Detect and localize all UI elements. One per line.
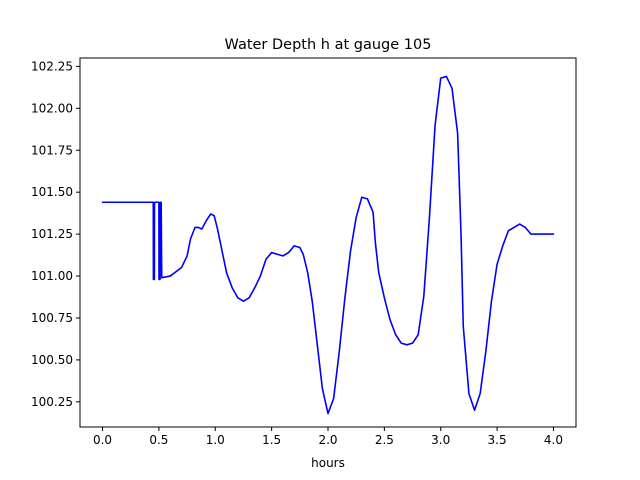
x-tick-label: 0.5 xyxy=(149,433,168,447)
x-axis-ticks: 0.0 0.5 1.0 1.5 2.0 2.5 3.0 3.5 4.0 xyxy=(93,427,563,447)
x-axis-label: hours xyxy=(311,456,345,470)
series-line-0 xyxy=(101,75,555,415)
y-tick-label: 100.25 xyxy=(31,395,73,409)
x-tick-label: 1.0 xyxy=(206,433,225,447)
y-tick-label: 101.50 xyxy=(31,185,73,199)
x-tick-label: 3.0 xyxy=(431,433,450,447)
chart-title: Water Depth h at gauge 105 xyxy=(225,37,432,53)
y-tick-label: 100.75 xyxy=(31,311,73,325)
x-tick-label: 4.0 xyxy=(544,433,563,447)
y-tick-label: 100.50 xyxy=(31,353,73,367)
y-tick-label: 102.25 xyxy=(31,59,73,73)
y-tick-label: 101.25 xyxy=(31,227,73,241)
y-tick-label: 101.75 xyxy=(31,143,73,157)
y-tick-label: 102.00 xyxy=(31,101,73,115)
x-tick-label: 3.5 xyxy=(488,433,507,447)
x-tick-label: 1.5 xyxy=(262,433,281,447)
y-tick-label: 101.00 xyxy=(31,269,73,283)
series-layer xyxy=(101,75,555,415)
x-tick-label: 2.5 xyxy=(375,433,394,447)
x-tick-label: 0.0 xyxy=(93,433,112,447)
x-tick-label: 2.0 xyxy=(318,433,337,447)
y-axis-ticks: 100.25 100.50 100.75 101.00 101.25 101.50 101.… xyxy=(31,59,80,409)
